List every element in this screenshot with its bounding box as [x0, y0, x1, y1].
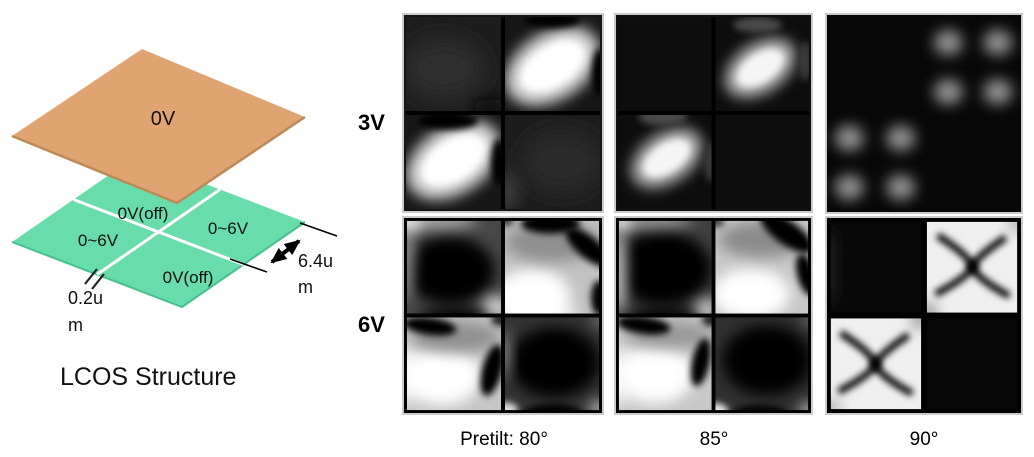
col-label-pretilt-90: 90°	[909, 429, 939, 450]
col-label-pretilt-85: 85°	[699, 429, 729, 450]
quadrant-left-label: 0~6V	[78, 231, 119, 250]
sim-panel-3v-90	[827, 15, 1021, 212]
quadrant-bottom-label: 0V(off)	[163, 268, 214, 287]
gap-dimension-label-2: m	[68, 315, 83, 335]
col-label-pretilt-80: Pretilt: 80°	[460, 429, 548, 450]
sim-panel-3v-85	[616, 15, 811, 211]
diagram-caption: LCOS Structure	[60, 363, 236, 391]
lcos-structure-diagram: 0V 0V(off) 0~6V 0~6V 0V(off) 6.4u m 0.2u…	[11, 49, 338, 391]
sim-panel-6v-90	[827, 218, 1021, 413]
quadrant-right-label: 0~6V	[208, 219, 249, 238]
pitch-dimension-label: 6.4u	[298, 251, 333, 271]
gap-dimension-label: 0.2u	[68, 288, 103, 308]
pixel-gap-line	[96, 188, 221, 276]
pitch-dimension-arrow	[229, 222, 338, 273]
gap-break-marks	[84, 268, 105, 290]
row-label-6v: 6V	[358, 312, 385, 337]
pitch-dimension-label-2: m	[298, 277, 313, 297]
quadrant-top-label: 0V(off)	[118, 204, 169, 223]
top-electrode-plate	[11, 49, 306, 205]
sim-panel-6v-80	[404, 218, 602, 413]
sim-panel-6v-85	[616, 218, 811, 413]
pixel-electrode-plate	[11, 157, 306, 309]
row-label-3v: 3V	[358, 110, 385, 135]
sim-panel-3v-80	[404, 15, 602, 211]
top-plate-voltage-label: 0V	[151, 108, 176, 130]
